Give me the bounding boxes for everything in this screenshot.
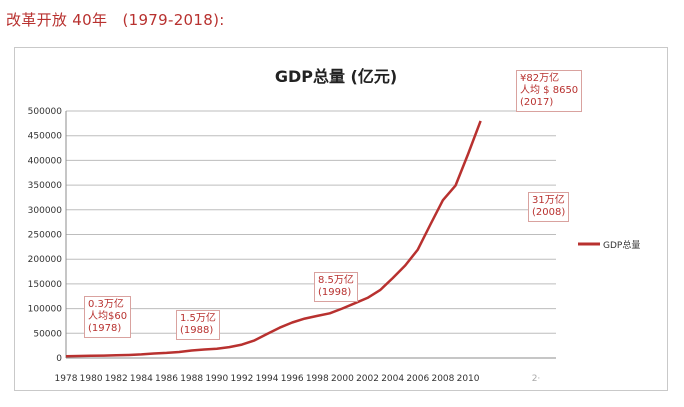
x-tick-label-7: 1992 [230, 374, 253, 384]
x-tick-label-8: 1994 [256, 374, 279, 384]
annotation-1998-line1: 8.5万亿 [318, 275, 354, 286]
x-tick-label-11: 2000 [331, 374, 354, 384]
annotation-1988-line1: 1.5万亿 [180, 313, 216, 324]
annotation-1998-line2: (1998) [318, 287, 352, 298]
y-tick-label-1: 50000 [33, 329, 62, 339]
legend-label: GDP总量 [603, 239, 640, 251]
annotation-2017-line3: (2017) [520, 97, 554, 108]
x-tick-label-5: 1988 [180, 374, 203, 384]
x-tick-label-2: 1982 [105, 374, 128, 384]
y-tick-label-7: 350000 [28, 181, 63, 191]
x-tick-label-10: 1998 [306, 374, 329, 384]
annotation-1978-line3: (1978) [88, 323, 122, 334]
gdp-series-line [65, 120, 482, 358]
x-tick-label-13: 2004 [381, 374, 404, 384]
x-tick-label-6: 1990 [205, 374, 228, 384]
y-tick-label-5: 250000 [28, 231, 63, 241]
annotation-1978-line1: 0.3万亿 [88, 299, 124, 310]
annotation-1978: 0.3万亿 人均$60 (1978) [84, 296, 132, 338]
annotation-1988: 1.5万亿 (1988) [176, 310, 220, 340]
y-tick-label-0: 0 [56, 354, 62, 364]
annotation-2008-line2: (2008) [532, 207, 566, 218]
annotation-2008-line1: 31万亿 [532, 195, 565, 206]
x-tick-label-3: 1984 [130, 374, 153, 384]
x-tick-label-0: 1978 [55, 374, 78, 384]
annotation-2017-line2: 人均 $ 8650 [520, 85, 579, 96]
annotation-2017: ¥82万亿 人均 $ 8650 (2017) [516, 70, 583, 112]
y-tick-label-10: 500000 [28, 107, 63, 117]
y-tick-label-8: 400000 [28, 156, 63, 166]
chart-title: GDP总量 (亿元) [275, 67, 397, 86]
x-tick-label-14: 2006 [406, 374, 429, 384]
x-tick-label-9: 1996 [281, 374, 304, 384]
x-tick-label-1: 1980 [80, 374, 103, 384]
page-headline: 改革开放 40年 (1979-2018): [6, 11, 225, 29]
x-tick-label-4: 1986 [155, 374, 178, 384]
y-tick-label-9: 450000 [28, 132, 63, 142]
y-tick-label-6: 300000 [28, 206, 63, 216]
y-tick-label-2: 100000 [28, 305, 63, 315]
y-tick-label-4: 200000 [28, 255, 63, 265]
annotation-1998: 8.5万亿 (1998) [314, 272, 358, 302]
annotation-2008: 31万亿 (2008) [528, 192, 570, 222]
annotation-2017-line1: ¥82万亿 [520, 73, 560, 84]
x-tick-label-partial: 2· [532, 374, 541, 384]
annotation-1978-line2: 人均$60 [88, 311, 128, 322]
x-tick-label-16: 2010 [457, 374, 480, 384]
x-tick-label-15: 2008 [431, 374, 454, 384]
annotation-1988-line2: (1988) [180, 325, 214, 336]
y-tick-label-3: 150000 [28, 280, 63, 290]
x-tick-label-12: 2002 [356, 374, 379, 384]
